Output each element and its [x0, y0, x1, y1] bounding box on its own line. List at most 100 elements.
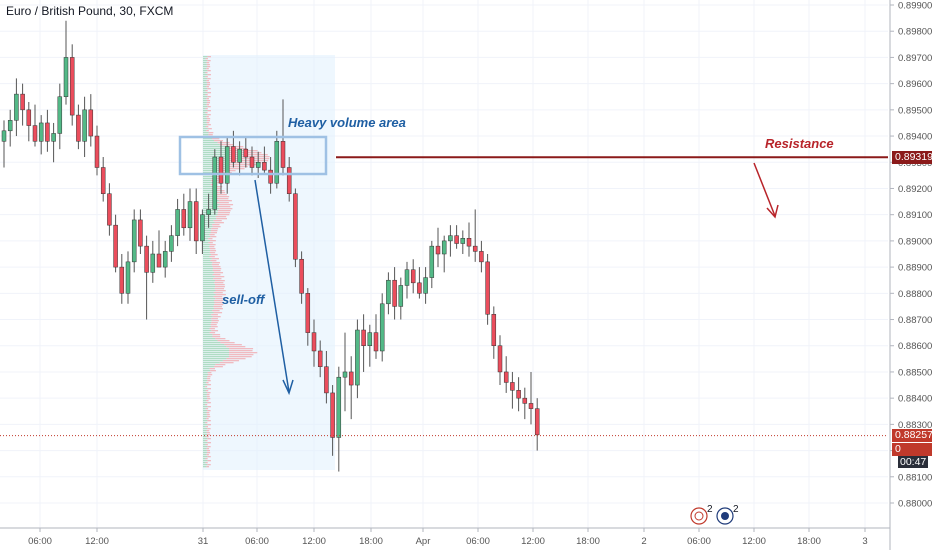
resistance-arrow-shaft: [753, 162, 776, 217]
candle-body: [107, 193, 112, 226]
volume-bar-sell: [208, 374, 213, 376]
volume-bar-buy: [203, 450, 207, 452]
candle-body: [255, 162, 261, 168]
volume-bar-buy: [203, 274, 213, 276]
candle-body: [497, 345, 503, 373]
volume-bar-sell: [206, 454, 209, 456]
volume-bar-sell: [217, 202, 229, 204]
candle-body: [491, 314, 497, 346]
volume-bar-buy: [203, 416, 208, 418]
volume-bar-sell: [212, 334, 221, 336]
candle-body: [14, 93, 19, 121]
volume-bar-buy: [203, 110, 208, 112]
volume-bar-sell: [211, 264, 219, 266]
volume-bar-buy: [203, 418, 207, 420]
volume-bar-buy: [203, 402, 208, 404]
volume-bar-sell: [229, 154, 268, 156]
volume-bar-buy: [203, 252, 210, 254]
volume-bar-sell: [206, 436, 209, 438]
volume-bar-buy: [203, 276, 215, 278]
volume-bar-buy: [203, 410, 208, 412]
volume-bar-buy: [203, 340, 218, 342]
volume-bar-buy: [203, 68, 207, 70]
volume-bar-buy: [203, 262, 213, 264]
volume-bar-buy: [203, 444, 206, 446]
last-price-tag: 0.88257: [892, 429, 932, 443]
candle-body: [200, 214, 205, 242]
candle-body: [392, 279, 397, 307]
candle-body: [1, 130, 7, 142]
candle-body: [175, 209, 180, 236]
candle-body: [249, 156, 255, 168]
volume-bar-buy: [203, 90, 206, 92]
volume-bar-sell: [206, 382, 209, 384]
volume-profile-range: [203, 55, 335, 470]
volume-bar-sell: [211, 138, 220, 140]
volume-bar-buy: [203, 176, 214, 178]
volume-bar-buy: [203, 250, 211, 252]
volume-bar-buy: [203, 130, 207, 132]
volume-bar-buy: [203, 114, 208, 116]
volume-bar-sell: [212, 336, 221, 338]
volume-bar-buy: [203, 328, 210, 330]
volume-bar-buy: [203, 400, 207, 402]
volume-bar-buy: [203, 346, 227, 348]
volume-bar-sell: [213, 178, 222, 180]
volume-bar-sell: [213, 278, 222, 280]
volume-bar-sell: [205, 462, 208, 464]
volume-bar-sell: [227, 166, 248, 168]
volume-bar-sell: [229, 162, 262, 164]
candle-body: [317, 350, 323, 367]
candle-body: [423, 277, 428, 294]
volume-bar-sell: [209, 248, 216, 250]
volume-bar-sell: [210, 370, 216, 372]
candle-body: [125, 261, 131, 294]
volume-bar-buy: [203, 150, 229, 152]
volume-bar-buy: [203, 152, 229, 154]
volume-bar-buy: [203, 192, 216, 194]
volume-bar-sell: [207, 96, 211, 98]
volume-bar-buy: [203, 426, 206, 428]
volume-bar-sell: [212, 316, 221, 318]
volume-bar-sell: [209, 256, 215, 258]
symbol-title[interactable]: Euro / British Pound, 30, FXCM: [6, 4, 174, 18]
volume-bar-buy: [203, 280, 216, 282]
event-icon-2[interactable]: 2: [716, 504, 739, 525]
volume-bar-buy: [203, 462, 206, 464]
time-axis[interactable]: 06:00 12:00 31 06:00 12:00 18:00 Apr 06:00 12:00…: [0, 527, 890, 547]
volume-bar-buy: [203, 228, 212, 230]
volume-bar-buy: [203, 56, 208, 58]
volume-bar-buy: [203, 432, 207, 434]
volume-bar-buy: [203, 360, 223, 362]
volume-bar-sell: [216, 194, 227, 196]
volume-bar-sell: [205, 440, 208, 442]
volume-bar-sell: [207, 106, 211, 108]
candle-body: [293, 193, 298, 260]
volume-bar-sell: [206, 84, 211, 86]
price-tick-label: 0.88300: [898, 420, 932, 431]
volume-bar-sell: [224, 344, 242, 346]
volume-bar-sell: [214, 304, 224, 306]
volume-bar-sell: [206, 378, 211, 380]
candle-body: [379, 303, 385, 352]
volume-bar-buy: [203, 74, 208, 76]
volume-bar-sell: [206, 450, 210, 452]
annotation-arrows: [254, 162, 779, 396]
volume-bar-sell: [207, 74, 211, 76]
volume-bar-buy: [203, 382, 207, 384]
candle-body: [373, 332, 379, 352]
event-icon-1[interactable]: 2: [690, 504, 713, 525]
volume-bar-buy: [203, 196, 218, 198]
volume-bar-sell: [206, 432, 210, 434]
volume-bar-sell: [214, 272, 224, 274]
volume-bar-sell: [205, 458, 208, 460]
volume-bar-sell: [211, 258, 219, 260]
volume-bar-sell: [207, 60, 211, 62]
volume-bar-buy: [203, 314, 212, 316]
volume-bar-sell: [211, 326, 218, 328]
time-tick-label: 12:00: [302, 536, 326, 547]
volume-bar-sell: [208, 132, 214, 134]
